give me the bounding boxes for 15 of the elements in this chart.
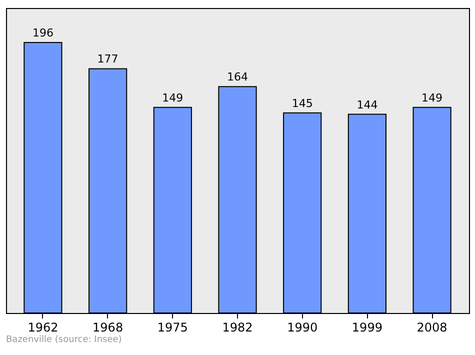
data-label: 164: [227, 70, 248, 84]
data-label: 149: [422, 91, 443, 104]
text: Bazenville (source: Insee): [6, 335, 122, 345]
data-label: 144: [356, 98, 378, 112]
data-label: 196: [32, 26, 54, 40]
x-tick-label: 1975: [157, 320, 188, 334]
x-tick-label: 1968: [92, 320, 124, 334]
x-tick-label: 1982: [222, 320, 253, 334]
data-label: 149: [162, 91, 184, 104]
x-tick-label: 2008: [416, 320, 448, 334]
x-tick-label: 1999: [352, 320, 382, 334]
data-label: 177: [97, 52, 118, 66]
x-tick-label: 1962: [28, 320, 58, 334]
data-label: 145: [292, 96, 313, 110]
x-tick-label: 1990: [287, 320, 318, 334]
